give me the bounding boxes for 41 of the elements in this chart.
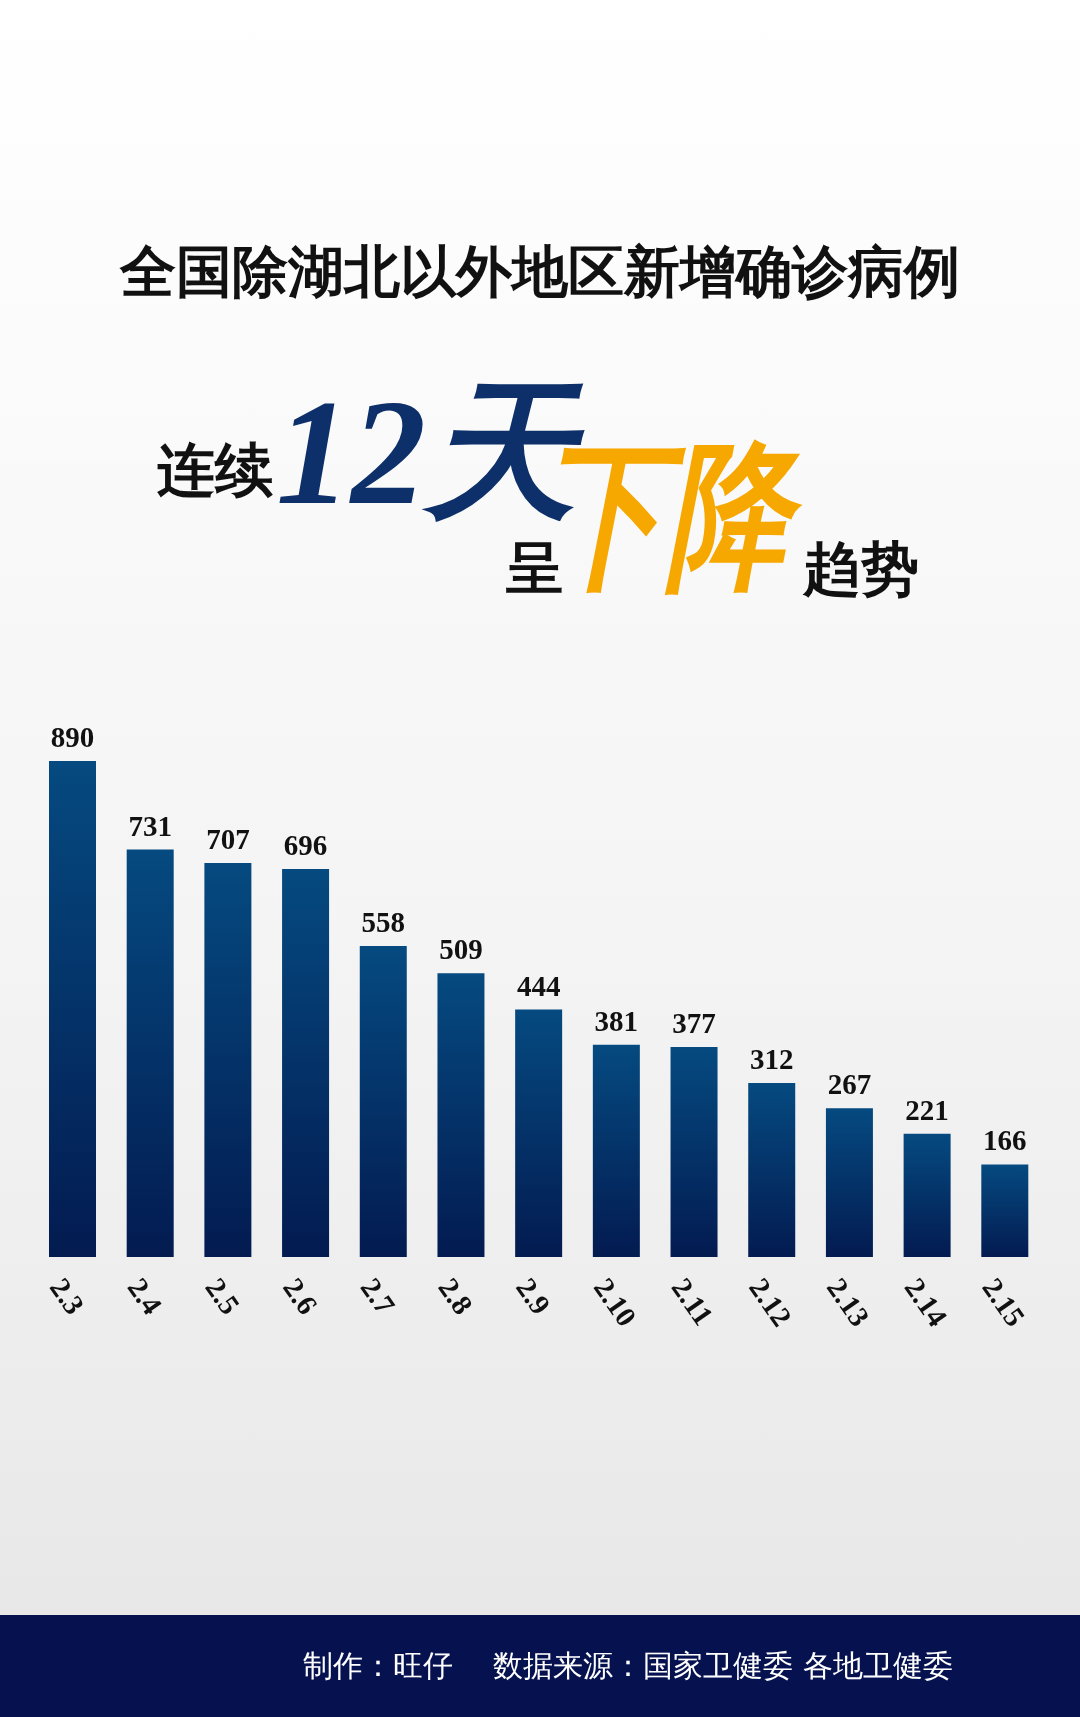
data-label: 312 bbox=[749, 1043, 794, 1076]
bar bbox=[903, 1133, 951, 1257]
x-tick-label: 2.11 bbox=[665, 1272, 720, 1331]
bar bbox=[126, 849, 174, 1257]
x-tick-label: 2.8 bbox=[432, 1272, 480, 1321]
x-tick-label: 2.10 bbox=[587, 1272, 644, 1333]
x-tick-label: 2.7 bbox=[354, 1272, 402, 1321]
data-label: 731 bbox=[128, 809, 172, 842]
data-label: 707 bbox=[206, 822, 250, 855]
data-label: 381 bbox=[594, 1004, 639, 1037]
bar bbox=[437, 973, 485, 1257]
x-tick-label: 2.13 bbox=[820, 1272, 877, 1333]
source-note: 数据来源：国家卫健委 各地卫健委 bbox=[493, 1646, 953, 1685]
x-tick-label: 2.4 bbox=[121, 1272, 169, 1321]
data-label: 267 bbox=[827, 1068, 872, 1101]
x-tick-label: 2.6 bbox=[277, 1272, 325, 1321]
x-tick-label: 2.5 bbox=[199, 1272, 247, 1321]
data-label: 509 bbox=[439, 933, 483, 966]
data-label: 166 bbox=[983, 1124, 1027, 1157]
bar bbox=[981, 1164, 1029, 1257]
x-tick-label: 2.3 bbox=[43, 1272, 91, 1321]
bar bbox=[282, 869, 330, 1257]
bar bbox=[748, 1083, 796, 1257]
x-tick-label: 2.14 bbox=[898, 1272, 954, 1333]
x-tick-label: 2.15 bbox=[976, 1272, 1032, 1333]
data-label: 696 bbox=[283, 829, 328, 862]
bar bbox=[670, 1046, 718, 1257]
text: 制作：旺仔 bbox=[303, 1646, 453, 1685]
bar bbox=[592, 1044, 640, 1257]
bar bbox=[204, 862, 252, 1257]
bar bbox=[825, 1108, 873, 1257]
data-label: 221 bbox=[905, 1093, 949, 1126]
data-label: 558 bbox=[361, 906, 406, 939]
bar bbox=[515, 1009, 563, 1257]
chart-title: 全国除湖北以外地区新增确诊病例 bbox=[118, 241, 961, 303]
bar bbox=[359, 946, 407, 1257]
data-label: 377 bbox=[672, 1006, 716, 1039]
bar bbox=[49, 761, 96, 1257]
data-label: 444 bbox=[516, 969, 561, 1002]
data-label: 890 bbox=[50, 721, 95, 753]
x-tick-label: 2.9 bbox=[510, 1272, 558, 1321]
